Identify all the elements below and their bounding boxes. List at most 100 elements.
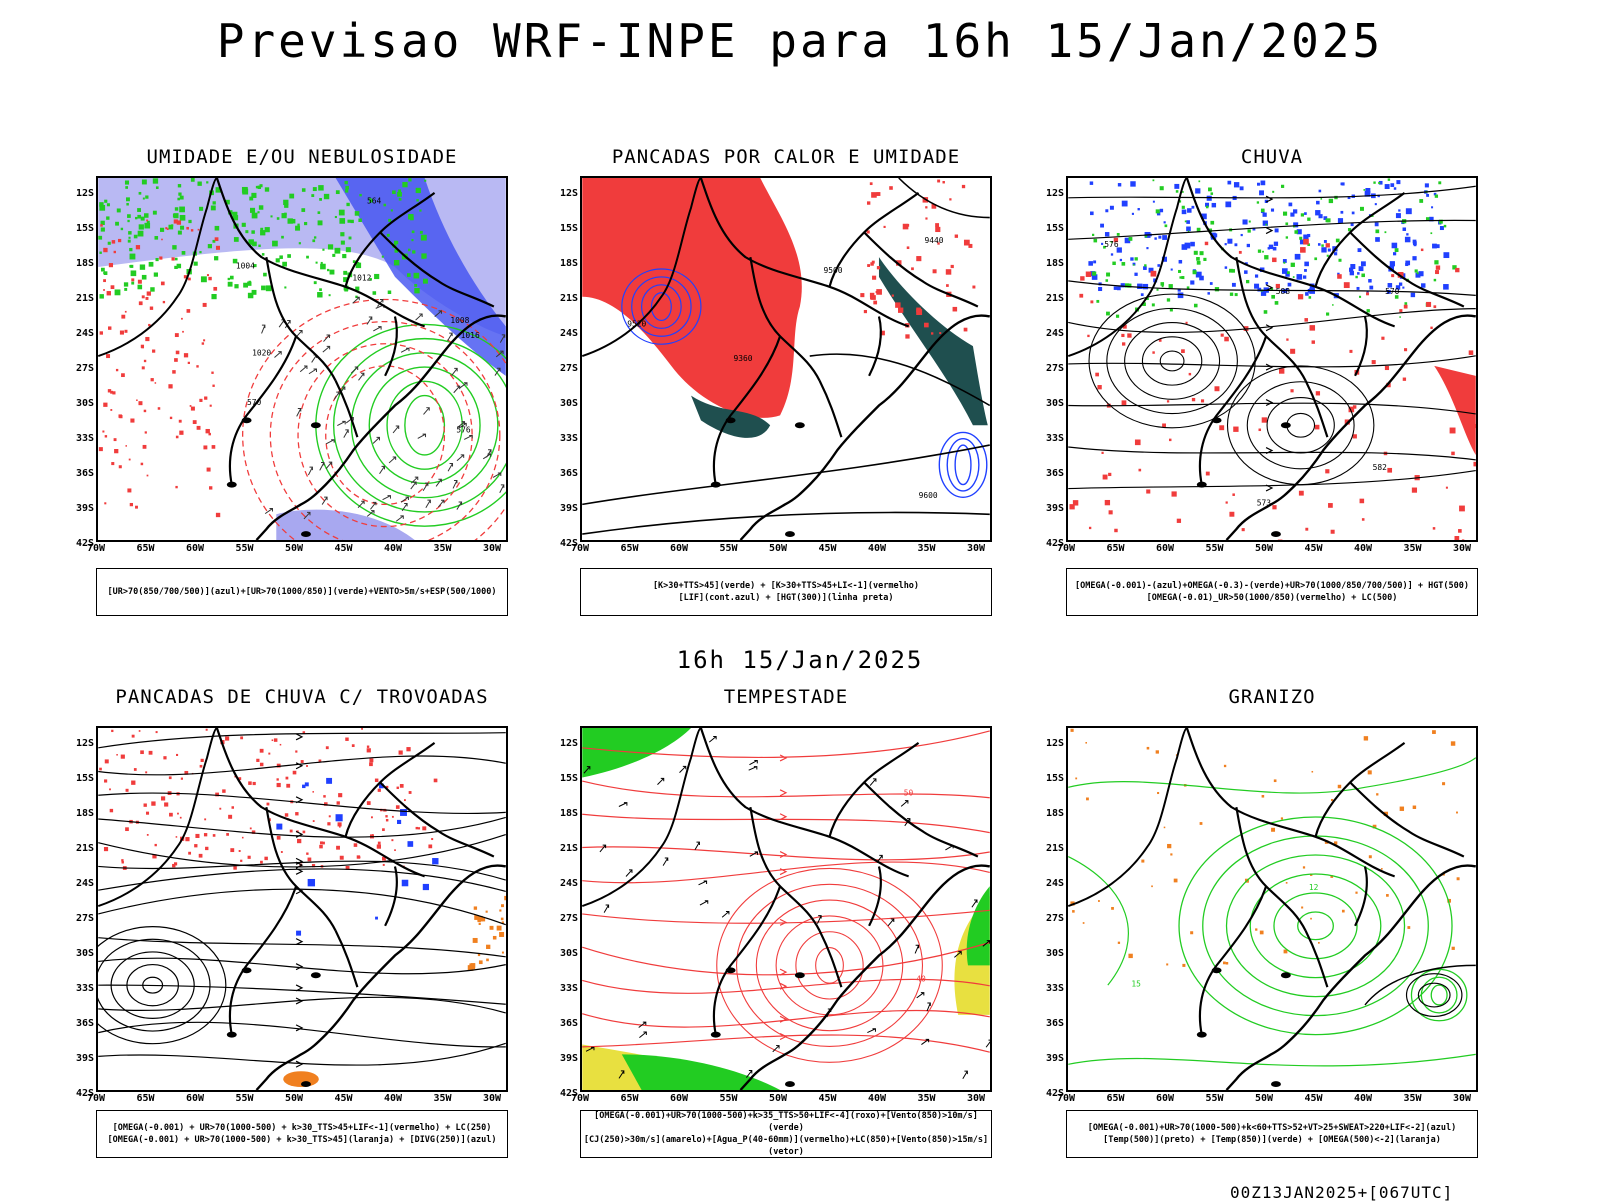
field-cell — [99, 768, 102, 771]
lake-marker — [311, 422, 321, 428]
field-cell — [1257, 201, 1259, 203]
field-cell — [1122, 342, 1125, 345]
longitude-tick-label: 50W — [763, 543, 793, 554]
field-cell — [1326, 243, 1330, 247]
lake-marker — [242, 417, 252, 423]
field-cell — [115, 289, 121, 295]
field-cell — [177, 813, 179, 815]
flow-arrow — [780, 755, 786, 761]
field-cell — [319, 845, 323, 849]
field-cell — [1373, 181, 1375, 183]
field-cell — [145, 195, 148, 198]
field-cell — [265, 187, 269, 191]
wind-vector — [604, 905, 608, 913]
field-cell — [1185, 220, 1187, 222]
field-cell — [161, 239, 163, 241]
wind-vector — [600, 845, 606, 852]
field-cell — [358, 856, 360, 858]
field-cell — [1093, 260, 1096, 263]
field-cell — [100, 331, 103, 334]
field-cell — [345, 737, 348, 740]
longitude-tick-label: 40W — [862, 543, 892, 554]
field-cell — [1249, 221, 1251, 223]
field-cell — [1430, 232, 1432, 234]
field-cell — [130, 254, 136, 260]
lake-marker — [301, 531, 311, 537]
field-cell — [175, 333, 179, 337]
field-cell — [387, 234, 390, 237]
field-cell — [1415, 269, 1418, 272]
longitude-tick-label: 60W — [1150, 543, 1180, 554]
field-cell — [1139, 469, 1142, 472]
field-cell — [178, 231, 182, 235]
contour-label: 576 — [456, 426, 471, 435]
field-cell — [1234, 182, 1239, 187]
field-cell — [1090, 300, 1093, 303]
streamline — [98, 869, 505, 891]
field-cell — [118, 239, 121, 242]
field-cell — [282, 262, 287, 267]
field-cell — [1167, 844, 1171, 848]
field-cell — [138, 285, 143, 290]
field-cell — [414, 273, 420, 279]
field-cell — [281, 236, 284, 239]
longitude-tick-label: 70W — [565, 543, 595, 554]
field-cell — [1375, 229, 1379, 233]
field-cell — [1303, 866, 1305, 868]
lake-marker — [726, 967, 736, 973]
latitude-tick-label: 39S — [1034, 503, 1064, 514]
field-cell — [230, 848, 234, 852]
field-cell — [1122, 201, 1128, 207]
field-cell — [486, 959, 489, 962]
field-cell — [1100, 224, 1104, 228]
latitude-tick-label: 12S — [548, 188, 578, 199]
field-cell — [1153, 201, 1155, 203]
field-cell — [1109, 510, 1113, 514]
field-cell — [1338, 785, 1341, 788]
field-cell — [1404, 348, 1407, 351]
field-cell — [1083, 922, 1085, 924]
field-cell — [388, 291, 391, 294]
field-cell — [1434, 279, 1436, 281]
field-cell — [877, 266, 880, 269]
field-cell — [1355, 276, 1357, 278]
field-cell — [378, 842, 381, 845]
field-cell — [1196, 272, 1202, 278]
longitude-tick-label: 30W — [1447, 543, 1477, 554]
field-cell — [412, 230, 415, 233]
field-cell — [335, 216, 337, 218]
field-cell — [1312, 340, 1315, 343]
field-cell — [137, 215, 141, 219]
field-cell — [1290, 389, 1293, 392]
field-cell — [1411, 293, 1415, 297]
field-cell — [367, 801, 371, 805]
field-cell — [1182, 210, 1187, 215]
field-cell — [169, 776, 172, 779]
field-cell — [306, 852, 308, 854]
field-cell — [131, 270, 137, 276]
field-cell — [290, 830, 293, 833]
field-cell — [397, 192, 402, 197]
lake-marker — [711, 482, 721, 488]
field-cell — [234, 284, 238, 288]
field-cell — [1200, 822, 1203, 825]
field-cell — [339, 826, 341, 828]
field-cell — [1300, 247, 1306, 253]
field-cell — [318, 220, 323, 225]
wind-vector — [320, 463, 324, 471]
field-cell — [1385, 184, 1390, 189]
field-cell — [358, 218, 362, 222]
field-cell — [1387, 468, 1392, 473]
wind-vector — [749, 760, 757, 764]
field-cell — [146, 220, 148, 222]
field-cell — [314, 281, 317, 284]
field-cell — [1355, 892, 1357, 894]
latitude-tick-label: 36S — [64, 1018, 94, 1029]
field-cell — [108, 326, 111, 329]
field-cell — [306, 256, 309, 259]
field-cell — [1215, 287, 1219, 291]
field-cell — [1098, 287, 1102, 291]
field-cell — [1086, 272, 1091, 277]
field-cell — [1079, 294, 1083, 298]
field-cell — [1344, 282, 1350, 288]
